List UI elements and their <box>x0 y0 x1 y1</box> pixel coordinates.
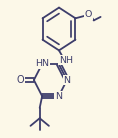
Text: N: N <box>63 75 70 85</box>
Text: NH: NH <box>59 55 73 65</box>
Text: HN: HN <box>35 59 49 68</box>
Text: N: N <box>55 92 62 101</box>
Text: O: O <box>85 10 92 19</box>
Text: O: O <box>17 75 24 85</box>
